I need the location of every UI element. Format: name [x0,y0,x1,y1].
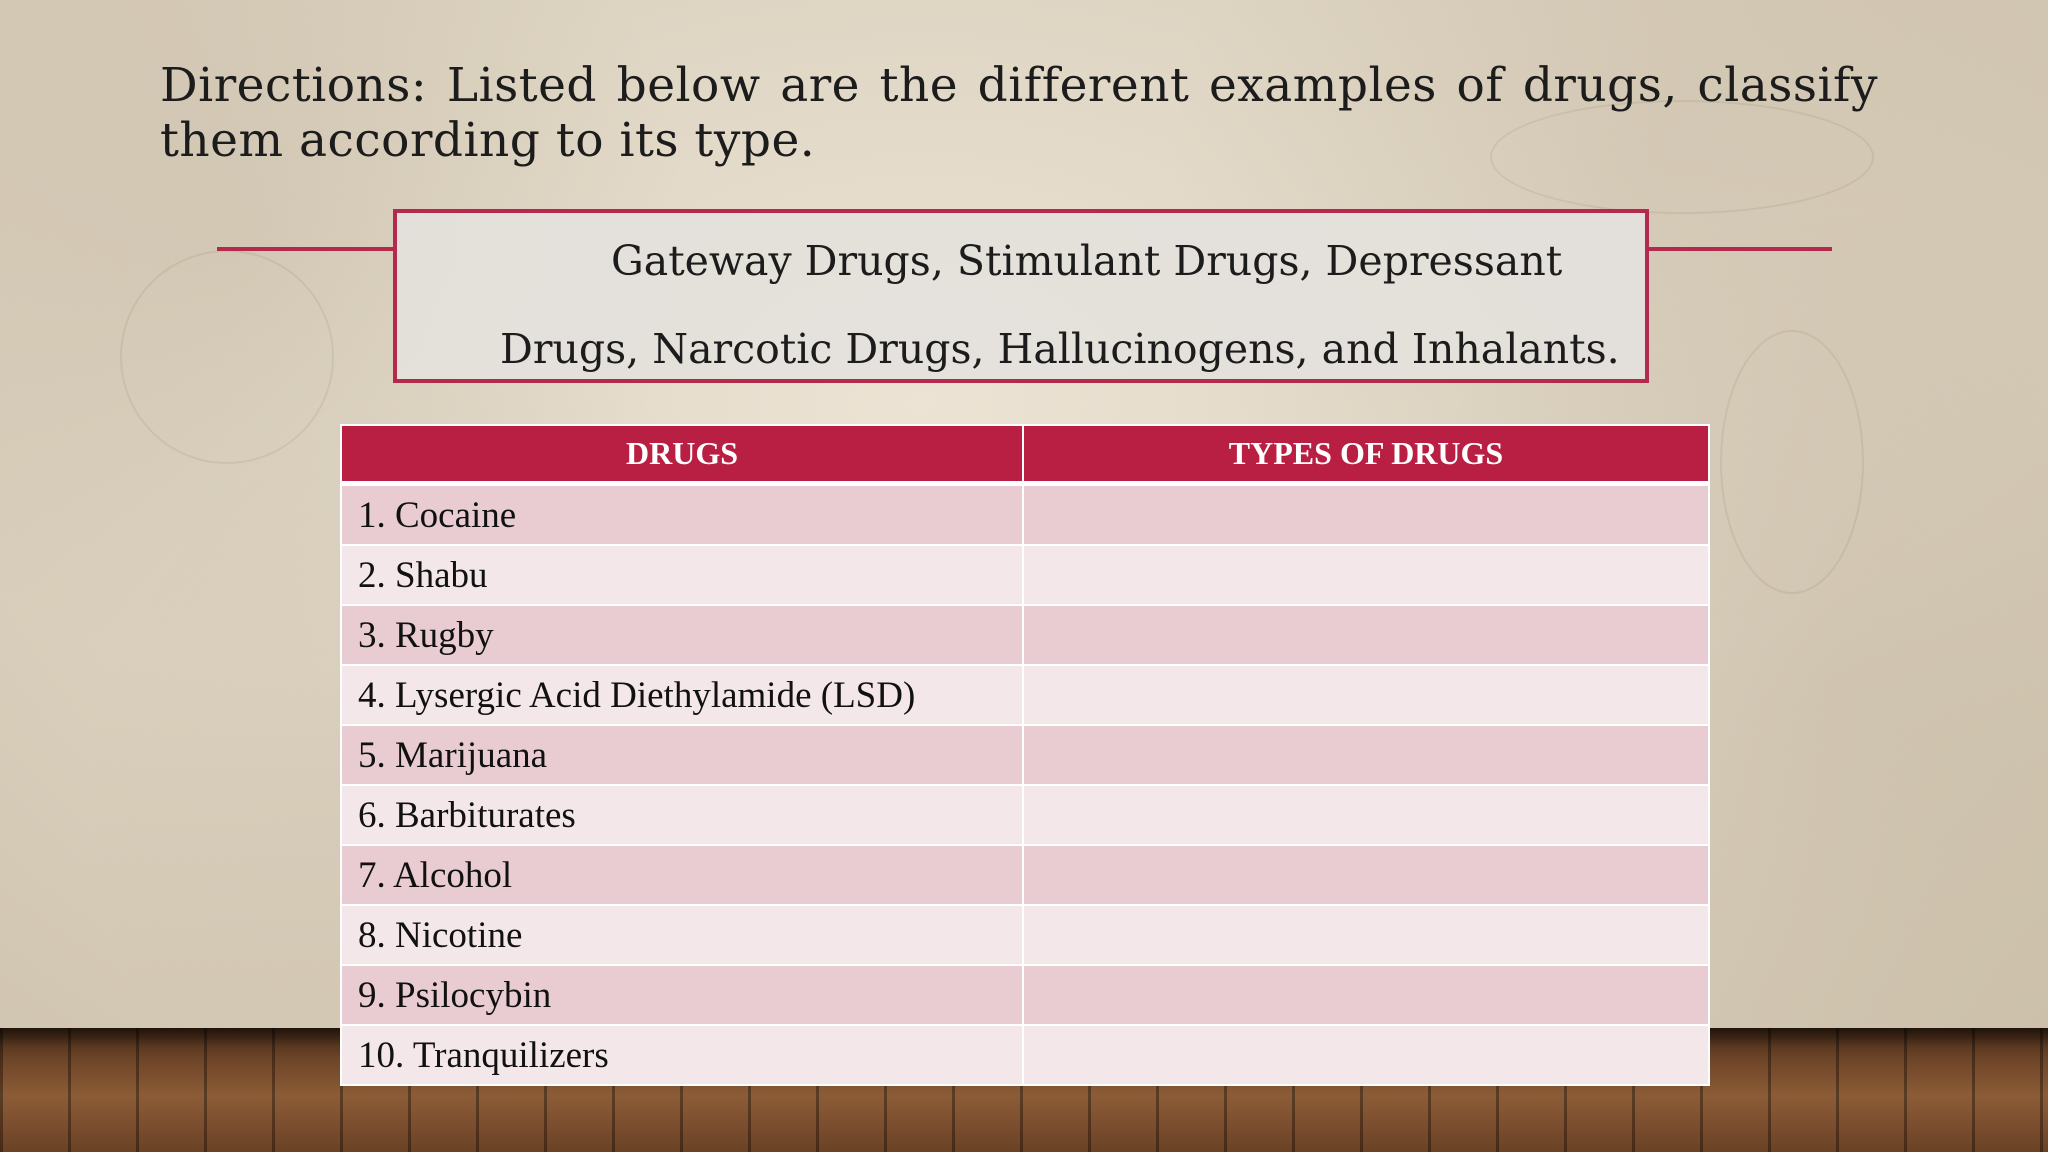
type-answer-cell[interactable] [1022,544,1710,606]
connector-line-left [217,247,395,251]
drug-cell: 4. Lysergic Acid Diethylamide (LSD) [340,664,1024,726]
type-answer-cell[interactable] [1022,1024,1710,1086]
type-answer-cell[interactable] [1022,724,1710,786]
drug-cell: 1. Cocaine [340,482,1024,546]
drug-types-line-1: Gateway Drugs, Stimulant Drugs, Depressa… [611,237,1563,285]
drug-cell: 2. Shabu [340,544,1024,606]
table-row: 1. Cocaine [340,482,1710,546]
type-answer-cell[interactable] [1022,784,1710,846]
drug-cell: 8. Nicotine [340,904,1024,966]
type-answer-cell[interactable] [1022,904,1710,966]
drug-cell: 5. Marijuana [340,724,1024,786]
directions-text: Directions: Listed below are the differe… [160,58,1878,168]
table-row: 9. Psilocybin [340,964,1710,1026]
type-answer-cell[interactable] [1022,844,1710,906]
table-row: 6. Barbiturates [340,784,1710,846]
drug-cell: 9. Psilocybin [340,964,1024,1026]
type-answer-cell[interactable] [1022,604,1710,666]
table-row: 3. Rugby [340,604,1710,666]
table-row: 2. Shabu [340,544,1710,606]
drug-types-box: Gateway Drugs, Stimulant Drugs, Depressa… [393,209,1649,383]
drug-cell: 10. Tranquilizers [340,1024,1024,1086]
background-sketch [120,250,334,464]
drug-types-line-2: Drugs, Narcotic Drugs, Hallucinogens, an… [500,325,1620,373]
background-sketch [1490,100,1874,214]
drug-cell: 7. Alcohol [340,844,1024,906]
drug-cell: 3. Rugby [340,604,1024,666]
table-header-row: DRUGS TYPES OF DRUGS [340,424,1710,486]
table-row: 8. Nicotine [340,904,1710,966]
drug-classification-table: DRUGS TYPES OF DRUGS 1. Cocaine 2. Shabu… [340,424,1710,1086]
type-answer-cell[interactable] [1022,664,1710,726]
type-answer-cell[interactable] [1022,482,1710,546]
table-row: 7. Alcohol [340,844,1710,906]
drug-cell: 6. Barbiturates [340,784,1024,846]
table-row: 5. Marijuana [340,724,1710,786]
table-row: 4. Lysergic Acid Diethylamide (LSD) [340,664,1710,726]
column-header-types: TYPES OF DRUGS [1022,424,1710,486]
column-header-drugs: DRUGS [340,424,1024,486]
connector-line-right [1647,247,1832,251]
background-sketch [1720,330,1864,594]
type-answer-cell[interactable] [1022,964,1710,1026]
table-row: 10. Tranquilizers [340,1024,1710,1086]
